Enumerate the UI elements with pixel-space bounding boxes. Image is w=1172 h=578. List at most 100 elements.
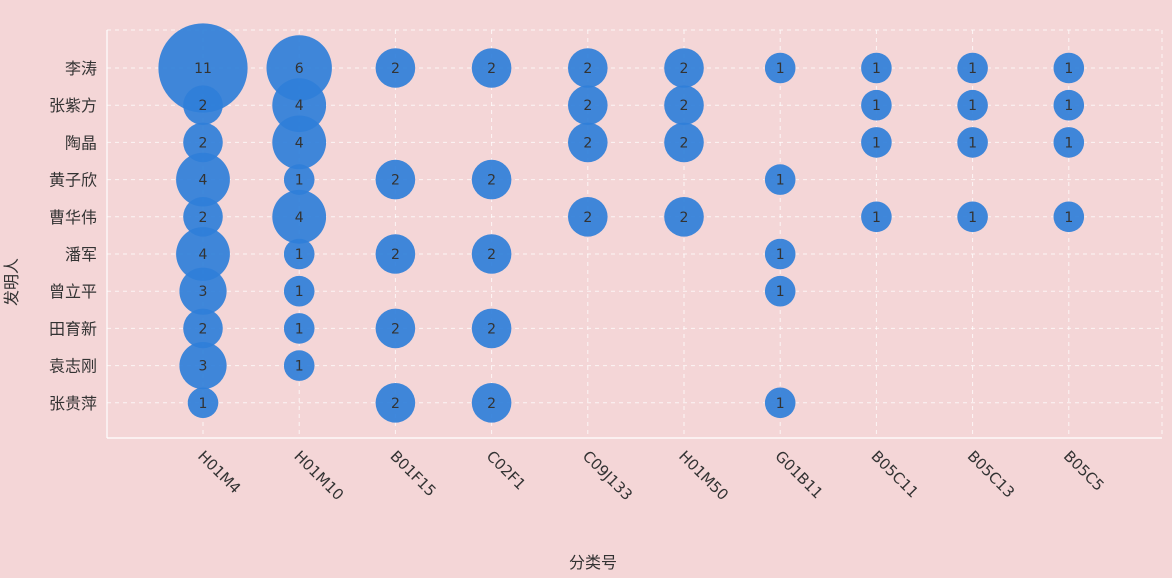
bubble-value-label: 2 [583,210,592,226]
y-tick-label: 田育新 [49,319,97,338]
bubble[interactable]: 2 [472,383,512,423]
bubble-value-label: 2 [391,396,400,412]
bubble-value-label: 2 [583,135,592,151]
bubble[interactable]: 1 [765,239,796,270]
bubble[interactable]: 2 [376,48,416,88]
bubble[interactable]: 1 [861,127,892,158]
bubble[interactable]: 2 [472,234,512,274]
bubble-value-label: 1 [968,210,977,226]
bubble-value-label: 3 [199,284,208,300]
bubble[interactable]: 1 [957,53,988,84]
bubble[interactable]: 1 [957,202,988,233]
bubble[interactable]: 1 [861,202,892,233]
x-tick-label: B05C5 [1060,447,1108,495]
bubble-value-label: 1 [872,210,881,226]
bubble[interactable]: 2 [664,85,704,125]
bubble[interactable]: 1 [1054,90,1085,121]
bubble[interactable]: 1 [284,350,315,381]
bubble-value-label: 1 [1064,61,1073,77]
bubble-value-label: 2 [391,173,400,189]
bubble[interactable]: 2 [183,85,223,125]
bubble[interactable]: 2 [376,309,416,349]
x-tick-label: B05C13 [964,447,1018,501]
y-tick-label: 张紫方 [49,96,97,115]
bubble[interactable]: 1 [1054,202,1085,233]
bubble[interactable]: 2 [376,234,416,274]
bubble-value-label: 2 [199,321,208,337]
bubble[interactable]: 1 [957,127,988,158]
bubble-value-label: 1 [1064,98,1073,114]
bubble[interactable]: 3 [179,342,226,389]
bubble-value-label: 1 [872,98,881,114]
bubble[interactable]: 1 [284,239,315,270]
bubble-value-label: 2 [199,98,208,114]
bubble[interactable]: 2 [568,197,608,237]
bubble-value-label: 2 [583,98,592,114]
bubble[interactable]: 2 [376,160,416,200]
bubble[interactable]: 1 [765,164,796,195]
bubble-value-label: 1 [295,284,304,300]
bubble-value-label: 2 [487,321,496,337]
bubble-value-label: 1 [295,359,304,375]
bubble[interactable]: 2 [376,383,416,423]
bubble[interactable]: 1 [765,388,796,419]
bubble-value-label: 2 [199,135,208,151]
y-tick-label: 曹华伟 [49,208,97,227]
bubble[interactable]: 1 [765,53,796,84]
y-tick-label: 陶晶 [65,133,97,152]
x-axis-title: 分类号 [569,553,617,572]
bubble-value-label: 1 [968,98,977,114]
x-tick-label: B01F15 [387,447,440,500]
bubble-value-label: 2 [391,247,400,263]
bubble-value-label: 2 [199,210,208,226]
bubble[interactable]: 2 [568,123,608,163]
bubble[interactable]: 2 [472,309,512,349]
bubble-value-label: 2 [487,173,496,189]
bubble-value-label: 1 [295,173,304,189]
y-axis-title: 发明人 [2,258,21,306]
bubble[interactable]: 2 [472,48,512,88]
y-tick-label: 李涛 [65,59,97,78]
bubble-value-label: 1 [295,247,304,263]
bubble[interactable]: 2 [664,197,704,237]
bubble[interactable]: 1 [861,53,892,84]
bubble[interactable]: 1 [861,90,892,121]
y-tick-label: 曾立平 [49,282,97,301]
bubble-value-label: 4 [199,247,208,263]
bubble[interactable]: 1 [1054,127,1085,158]
bubble[interactable]: 2 [664,48,704,88]
bubble[interactable]: 2 [664,123,704,163]
y-tick-label: 黄子欣 [49,171,97,190]
bubble[interactable]: 4 [272,115,326,169]
bubble[interactable]: 1 [1054,53,1085,84]
bubble[interactable]: 4 [272,190,326,244]
bubble[interactable]: 2 [568,48,608,88]
bubble-value-label: 1 [872,135,881,151]
bubble[interactable]: 1 [765,276,796,307]
bubble-value-label: 2 [583,61,592,77]
bubble[interactable]: 2 [568,85,608,125]
bubble-value-label: 1 [1064,135,1073,151]
bubble-value-label: 4 [295,98,304,114]
bubble-value-label: 6 [295,61,304,77]
bubble-value-label: 1 [968,135,977,151]
y-tick-label: 张贵萍 [49,394,97,413]
bubble-value-label: 2 [680,135,689,151]
bubble[interactable]: 1 [284,313,315,344]
bubble-value-label: 2 [680,61,689,77]
bubble[interactable]: 2 [472,160,512,200]
bubble[interactable]: 1 [188,388,219,419]
bubble[interactable]: 3 [179,268,226,315]
bubble-value-label: 2 [680,210,689,226]
bubble-value-label: 1 [776,284,785,300]
bubbles: 11 6 2 2 2 2 1 1 1 12 4 2 2 1 1 12 4 2 2 1 1 14 1 2 2 12 4 2 2 1 1 14 1 2… [158,23,1084,422]
bubble[interactable]: 1 [284,276,315,307]
y-axis-labels: 李涛张紫方陶晶黄子欣曹华伟潘军曾立平田育新袁志刚张贵萍 [49,59,97,413]
bubble-value-label: 1 [199,396,208,412]
x-tick-label: G01B11 [771,447,826,502]
bubble-value-label: 1 [968,61,977,77]
bubble-value-label: 1 [295,321,304,337]
bubble[interactable]: 1 [957,90,988,121]
bubble-value-label: 2 [680,98,689,114]
x-tick-label: C02F1 [483,447,529,493]
